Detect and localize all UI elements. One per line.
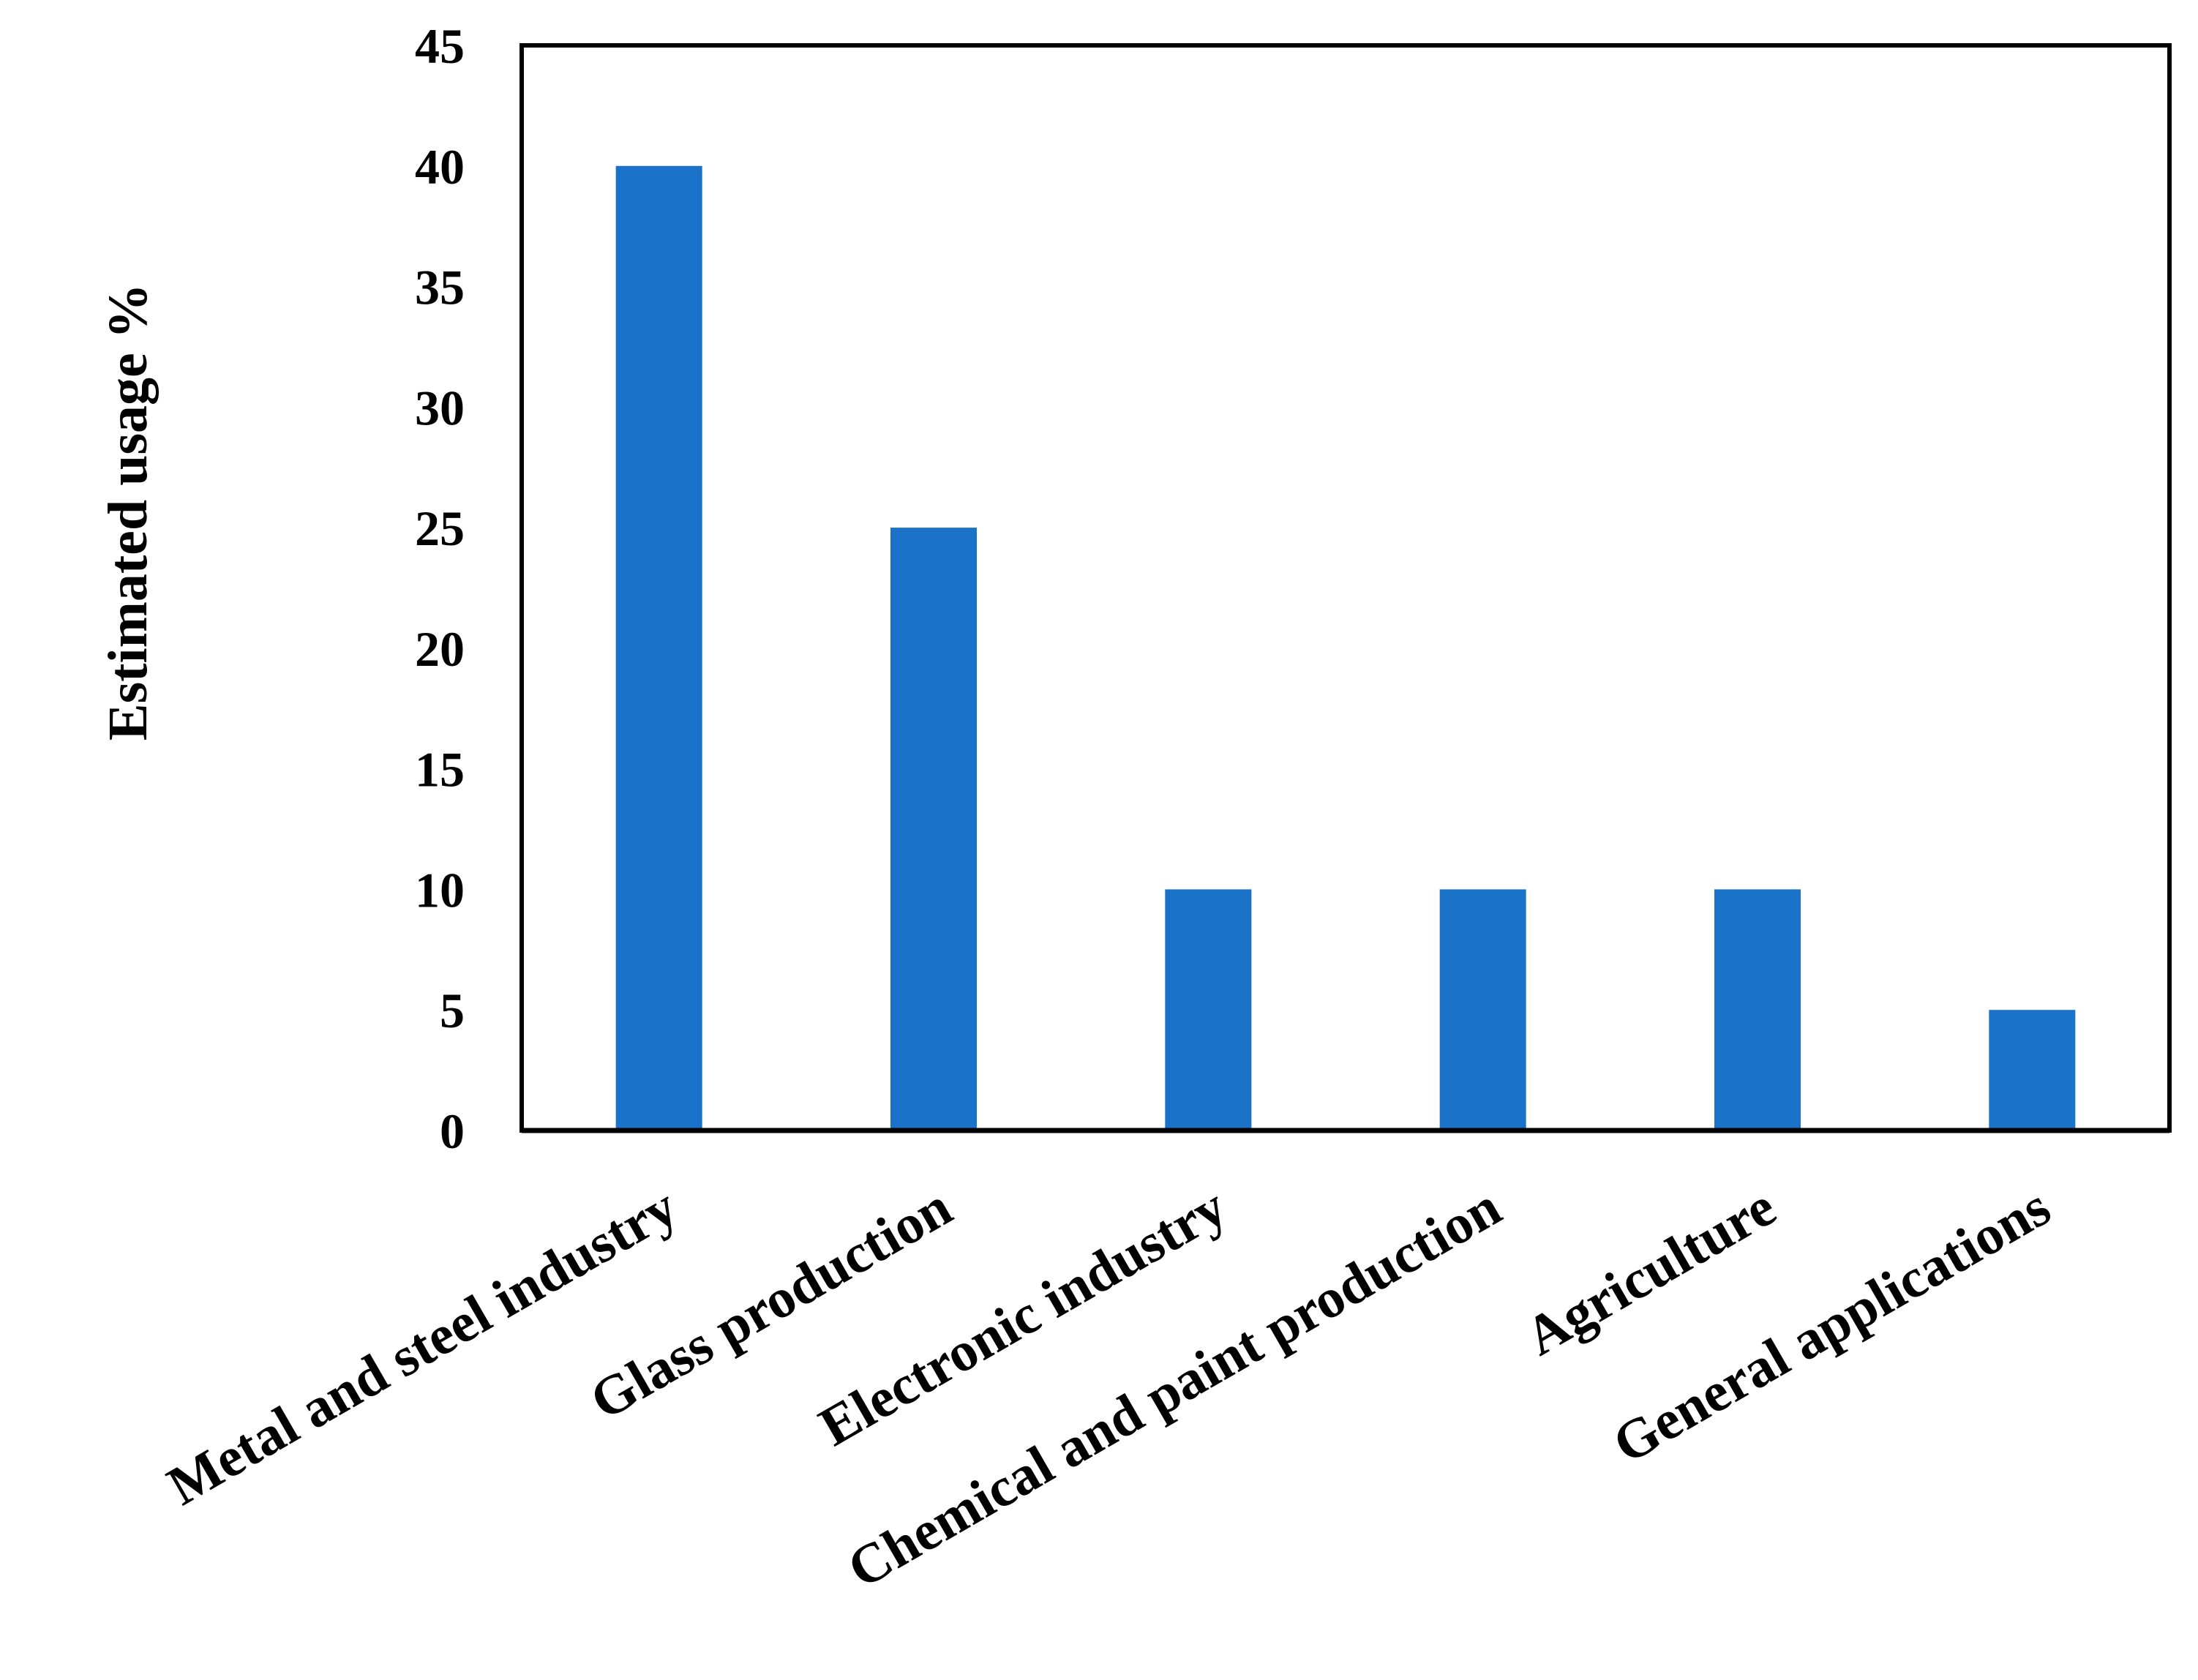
y-tick-label: 15: [415, 742, 465, 798]
bar: [1439, 889, 1526, 1130]
y-tick-label: 5: [440, 983, 465, 1038]
bar-series: [615, 165, 2076, 1130]
y-tick-label: 30: [415, 380, 465, 435]
bar: [1714, 889, 1801, 1130]
y-tick-label: 25: [415, 500, 465, 556]
bar: [615, 165, 702, 1130]
bar: [1165, 889, 1252, 1130]
y-tick-label: 10: [415, 862, 465, 918]
bar: [890, 528, 977, 1130]
y-tick-label: 0: [440, 1103, 465, 1159]
y-tick-label: 35: [415, 260, 465, 315]
bar: [1989, 1010, 2076, 1130]
y-tick-label: 40: [415, 139, 465, 195]
y-tick-label: 20: [415, 621, 465, 677]
y-tick-label: 45: [415, 18, 465, 74]
y-axis-title: Estimated usage %: [97, 283, 159, 740]
y-axis-ticks: 0 5 10 15 20 25 30 35 40 45: [415, 18, 465, 1159]
